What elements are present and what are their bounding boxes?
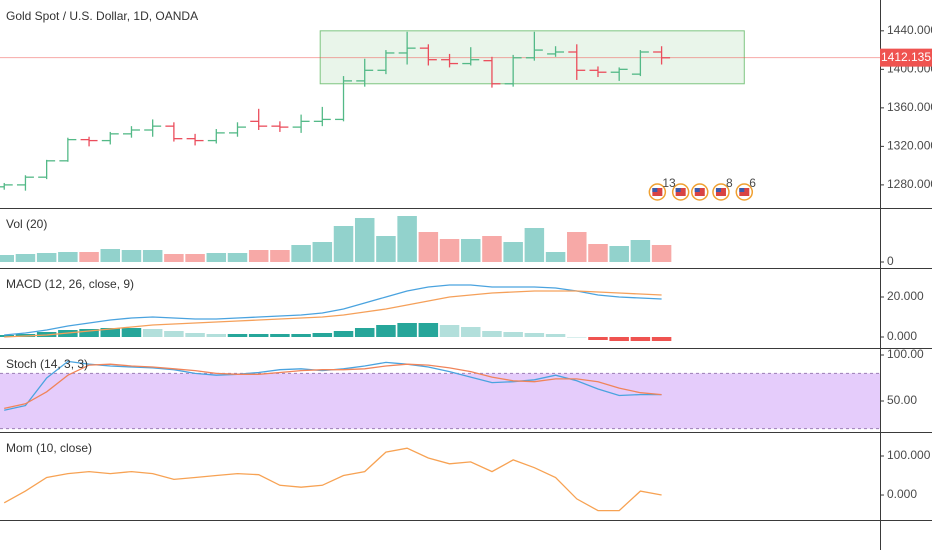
volume-bar: [270, 250, 290, 262]
y-tick-label: 1320.000: [887, 139, 932, 153]
histogram-bar: [291, 334, 311, 337]
y-tick-label: 20.000: [887, 289, 924, 303]
histogram-bar: [333, 331, 354, 337]
series-line: [4, 363, 662, 410]
volume-bar: [460, 239, 481, 262]
volume-bar: [291, 245, 311, 262]
histogram-bar: [545, 334, 566, 337]
histogram-bar: [397, 323, 417, 337]
volume-bar: [100, 249, 121, 262]
volume-bar: [397, 216, 417, 262]
band: [0, 373, 880, 429]
histogram-bar: [630, 337, 651, 341]
volume-bar: [248, 250, 269, 262]
volume-bar: [524, 228, 545, 262]
histogram-bar: [609, 337, 629, 341]
histogram-bar: [142, 329, 163, 337]
panel-title: Vol (20): [6, 217, 47, 231]
histogram-bar: [270, 334, 290, 337]
histogram-bar: [100, 328, 121, 337]
y-tick-label: 1280.000: [887, 177, 932, 191]
histogram-bar: [524, 333, 545, 337]
panel-title: Mom (10, close): [6, 441, 92, 455]
volume-bar: [164, 254, 184, 262]
histogram-bar: [460, 327, 481, 337]
y-tick-label: 1440.000: [887, 23, 932, 37]
event-count: 8: [726, 176, 733, 190]
series-line: [4, 290, 662, 338]
histogram-bar: [185, 333, 205, 337]
histogram-bar: [376, 325, 396, 337]
event-flag-canton: [652, 188, 658, 192]
volume-bar: [651, 245, 672, 262]
labels: Gold Spot / U.S. Dollar, 1D, OANDA 1280.0…: [6, 9, 932, 501]
event-flag-canton: [675, 188, 681, 192]
histogram-bar: [503, 332, 523, 337]
histogram-bar: [567, 337, 587, 338]
volume-bar: [609, 246, 629, 262]
panel-title: MACD (12, 26, close, 9): [6, 277, 134, 291]
histogram-bar: [164, 331, 184, 337]
histogram-bar: [0, 335, 14, 337]
panel-title: Gold Spot / U.S. Dollar, 1D, OANDA: [6, 9, 198, 23]
histogram-bar: [206, 334, 227, 337]
marks: [0, 30, 880, 512]
volume-bar: [630, 240, 651, 262]
histogram-bar: [227, 334, 248, 337]
volume-bar: [333, 226, 354, 262]
volume-bar: [36, 253, 57, 262]
panel-title: Stoch (14, 3, 3): [6, 357, 88, 371]
volume-bar: [79, 252, 99, 262]
y-tick-label: 0: [887, 254, 894, 268]
y-tick-label: 0.000: [887, 487, 917, 501]
volume-bar: [567, 232, 587, 262]
volume-bar: [185, 254, 205, 262]
volume-bar: [121, 250, 142, 262]
histogram-bar: [312, 333, 333, 337]
volume-bar: [206, 253, 227, 262]
histogram-bar: [588, 337, 608, 340]
histogram-bar: [439, 325, 460, 337]
event-count: 13: [662, 176, 676, 190]
volume-bar: [418, 232, 439, 262]
volume-bar: [15, 254, 36, 262]
y-tick-label: 0.000: [887, 329, 917, 343]
y-tick-label: 50.00: [887, 393, 917, 407]
series-line: [3, 447, 662, 512]
series-line: [4, 284, 662, 336]
histogram-bar: [248, 334, 269, 337]
y-tick-label: 100.00: [887, 347, 924, 361]
volume-bar: [312, 242, 333, 262]
volume-bar: [439, 239, 460, 262]
last-price-label: 1412.135: [881, 50, 931, 64]
grid: [0, 372, 880, 430]
event-flag-canton: [715, 188, 721, 192]
y-tick-label: 100.000: [887, 448, 931, 462]
y-tick-label: 1360.000: [887, 100, 932, 114]
volume-bar: [58, 252, 78, 262]
event-flag-canton: [739, 188, 745, 192]
volume-bar: [142, 250, 163, 262]
histogram-bar: [121, 328, 142, 337]
volume-bar: [503, 242, 523, 262]
histogram-bar: [418, 323, 439, 337]
volume-bar: [588, 244, 608, 262]
volume-bar: [482, 236, 502, 262]
event-count: 6: [749, 176, 756, 190]
last-price-tag: [880, 48, 932, 67]
volume-bar: [376, 236, 396, 262]
histogram-bar: [482, 331, 502, 337]
volume-bar: [0, 255, 14, 262]
event-flag-canton: [694, 188, 700, 192]
volume-bar: [354, 218, 375, 262]
histogram-bar: [79, 329, 99, 337]
histogram-bar: [354, 328, 375, 337]
histogram-bar: [651, 337, 672, 341]
volume-bar: [227, 253, 248, 262]
volume-bar: [545, 252, 566, 262]
